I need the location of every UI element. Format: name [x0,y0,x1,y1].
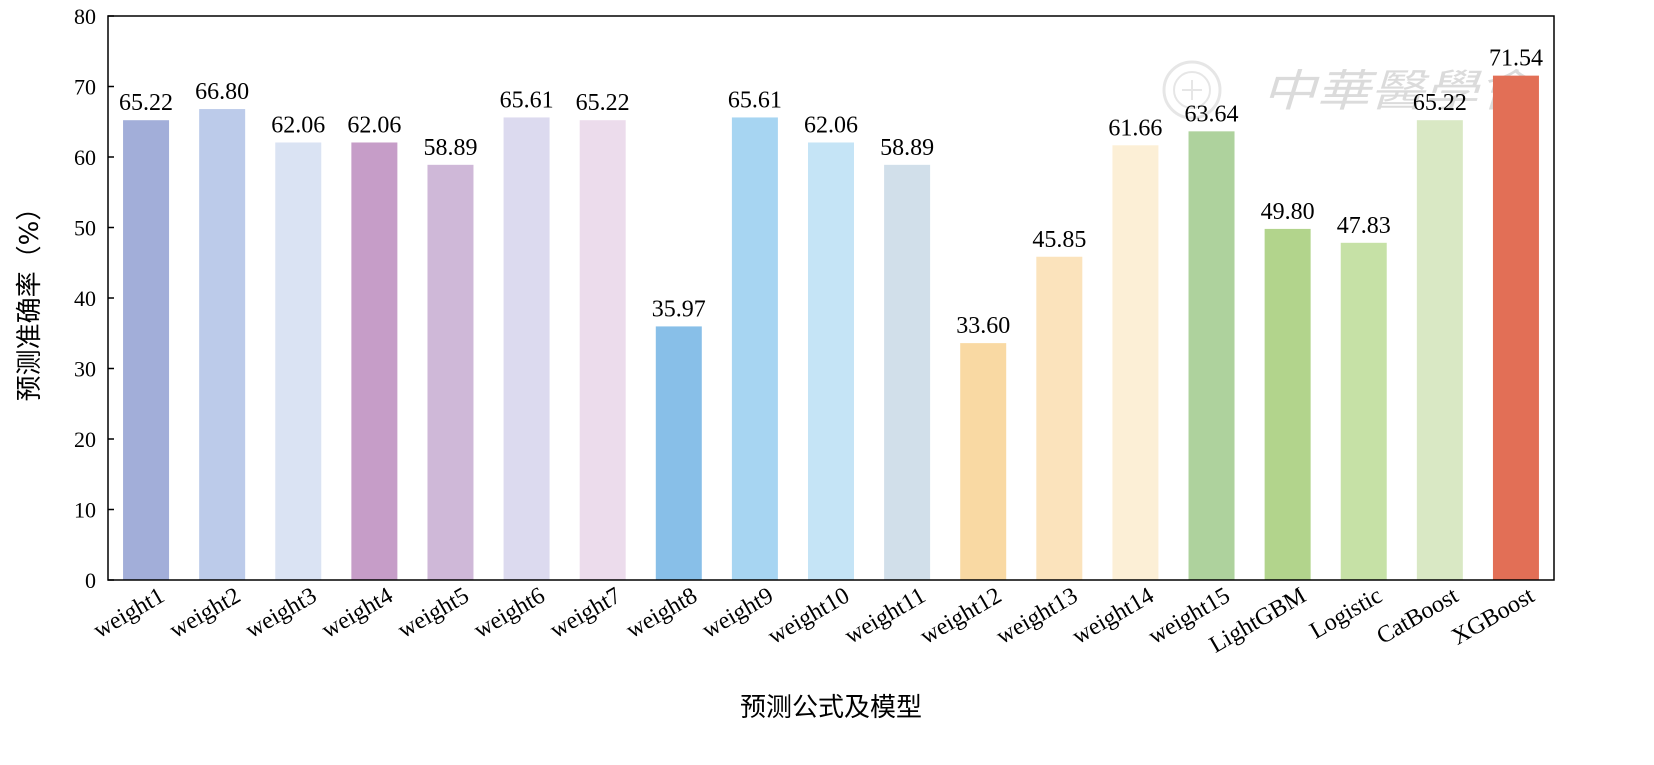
bar-weight11 [884,164,931,580]
data-label: 62.06 [271,112,325,138]
y-tick-label: 30 [74,357,96,382]
x-tick-label: weight5 [394,583,474,644]
bar-weight13 [1036,256,1083,580]
x-tick-label: weight10 [764,583,854,650]
y-tick-label: 60 [74,145,96,170]
x-tick-label: weight7 [546,583,626,644]
data-label: 65.61 [728,87,782,113]
x-tick-label: weight8 [622,583,702,644]
x-tick-label: XGBoost [1447,583,1539,651]
bar-weight14 [1112,145,1159,580]
x-tick-label: weight9 [698,583,778,644]
bar-weight5 [427,164,474,580]
bar-weight15 [1188,131,1235,580]
data-label: 35.97 [652,296,706,322]
y-axis-title: 预测准确率（%） [15,195,45,402]
data-label: 49.80 [1261,199,1315,225]
data-label: 62.06 [347,112,401,138]
data-label: 33.60 [956,313,1010,339]
x-tick-label: weight12 [916,583,1006,650]
bar-weight1 [123,120,170,580]
x-tick-label: CatBoost [1372,583,1463,650]
x-tick-label: weight1 [89,583,169,644]
data-label: 66.80 [195,79,249,105]
data-label: 71.54 [1489,46,1543,72]
y-tick-label: 70 [74,75,96,100]
y-tick-label: 40 [74,286,96,311]
data-label: 65.61 [500,87,554,113]
data-label: 65.22 [1413,90,1467,116]
x-tick-label: weight6 [470,583,550,644]
bar-weight4 [351,142,398,581]
x-tick-label: weight14 [1068,583,1158,650]
bar-xgboost [1492,75,1539,580]
y-tick-label: 20 [74,427,96,452]
data-label: 65.22 [576,90,630,116]
x-axis-title: 预测公式及模型 [740,693,922,723]
x-tick-label: weight11 [841,583,931,650]
society-seal-icon [1162,60,1222,120]
bar-weight9 [731,117,778,581]
bar-lightgbm [1264,228,1311,580]
bar-weight6 [503,117,550,581]
data-label: 65.22 [119,90,173,116]
bar-weight3 [275,142,322,581]
data-label: 47.83 [1337,213,1391,239]
data-label: 61.66 [1108,115,1162,141]
data-label: 58.89 [880,135,934,161]
y-tick-label: 10 [74,498,96,523]
bar-catboost [1416,120,1463,580]
y-tick-label: 0 [85,568,96,593]
data-label: 62.06 [804,112,858,138]
x-tick-label: weight4 [317,583,397,644]
y-tick-label: 50 [74,216,96,241]
bar-weight10 [808,142,854,581]
data-label: 63.64 [1185,101,1239,127]
bar-logistic [1340,242,1387,580]
x-tick-label: Logistic [1306,583,1387,645]
bar-weight7 [579,120,626,580]
x-tick-label: weight3 [241,583,321,644]
x-tick-label: weight13 [992,583,1082,650]
bar-weight12 [960,343,1007,580]
data-label: 58.89 [423,135,477,161]
bar-weight2 [199,109,246,580]
x-tick-label: weight2 [165,583,245,644]
plot-frame [107,15,1555,581]
y-tick-label: 80 [74,4,96,29]
data-label: 45.85 [1032,227,1086,253]
bar-weight8 [655,326,702,580]
